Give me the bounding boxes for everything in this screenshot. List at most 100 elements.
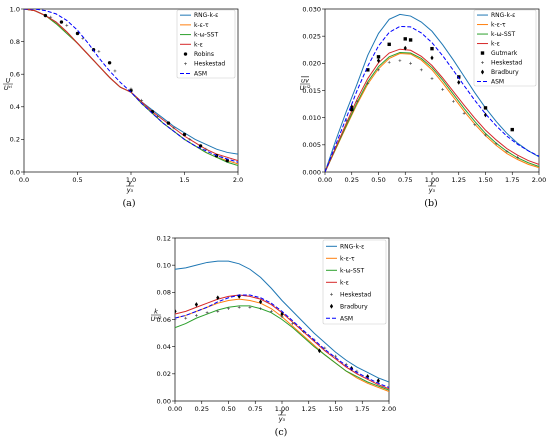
x-tick-label: 1.0 (126, 176, 136, 184)
y-tick-label: 0.8 (10, 38, 20, 46)
y-tick-label: 0.000 (302, 168, 321, 176)
legend-swatch (480, 69, 485, 75)
series-heskestad-point (419, 68, 423, 72)
series-gutmark-point (366, 68, 370, 72)
series-heskestad-point (129, 87, 133, 91)
y-tick-label: 0.015 (302, 87, 321, 95)
panel-label: (c) (275, 427, 288, 438)
series-gutmark-point (510, 127, 514, 132)
legend-entry-label: Heskestad (194, 61, 225, 68)
legend-entry-label: Bradbury (340, 303, 368, 310)
series-bradbury-point (216, 295, 220, 301)
series-asm-line (175, 294, 389, 388)
svg-text:Uᶜˡ: Uᶜˡ (4, 84, 13, 92)
y-tick-label: 0.010 (302, 114, 321, 122)
series-gutmark-point (350, 107, 354, 112)
series-heskestad-point (366, 82, 370, 85)
x-tick-label: 0.0 (19, 176, 29, 184)
legend-swatch (481, 61, 484, 64)
series-heskestad-point (473, 123, 477, 127)
series-bradbury-point (317, 348, 322, 354)
legend-entry-label: ASM (491, 79, 504, 86)
series-heskestad-point (516, 155, 519, 159)
svg-text:y₅: y₅ (278, 415, 286, 423)
legend-swatch (329, 303, 334, 309)
series-heskestad-point (195, 314, 198, 317)
series-rng-k-line (175, 260, 389, 383)
x-tick-label: 0.50 (371, 176, 385, 184)
y-tick-label: 0.4 (10, 103, 20, 111)
x-tick-label: 0.25 (345, 176, 359, 184)
series-heskestad-point (204, 147, 208, 151)
legend-swatch (480, 51, 485, 55)
panel-label: (b) (424, 198, 438, 209)
series-gutmark-point (376, 55, 381, 59)
x-axis-label: yy₅ (428, 179, 436, 194)
x-tick-label: 0.25 (195, 405, 209, 413)
series-bradbury-point (194, 302, 198, 307)
series-heskestad-point (97, 49, 101, 53)
series-heskestad-point (409, 61, 412, 65)
series-bradbury-point (350, 104, 354, 110)
legend-entry-label: k-ε (194, 41, 203, 48)
legend-entry-label: k-ε-τ (340, 255, 355, 262)
series-heskestad-point (494, 142, 498, 146)
y-tick-label: 1.0 (10, 5, 20, 13)
series-heskestad-point (355, 99, 359, 103)
series-heskestad-point (237, 305, 241, 309)
series-heskestad-point (172, 126, 176, 130)
series-k-sst-line (175, 305, 389, 391)
series-k-sst-line (325, 51, 539, 172)
series-bradbury-point (349, 366, 354, 371)
legend-swatch (330, 292, 333, 296)
legend-entry-label: RNG-k-ε (340, 243, 364, 250)
svg-text:uv: uv (301, 77, 309, 85)
legend-entry-label: k-ε-τ (194, 22, 209, 29)
x-tick-label: 2.0 (233, 176, 243, 184)
series-bradbury-point (175, 308, 177, 314)
series-bradbury-point (376, 58, 381, 64)
series-heskestad-point (484, 133, 487, 137)
x-tick-label: 0.75 (248, 405, 262, 413)
series-gutmark-point (403, 37, 407, 41)
legend-entry-label: Heskestad (491, 60, 522, 67)
series-bradbury-point (483, 112, 488, 118)
panel-b: 0.00 0.25 0.50 0.75 1.00 1.25 1.50 1.75 2.00 0.00… (300, 5, 547, 209)
x-tick-label: 1.75 (355, 405, 369, 413)
x-tick-label: 0.00 (318, 176, 332, 184)
x-tick-label: 1.25 (452, 176, 466, 184)
y-tick-label: 0.6 (10, 71, 20, 79)
series-robins-point (107, 61, 112, 65)
svg-text:y₅: y₅ (428, 186, 436, 194)
y-tick-label: 0.04 (157, 343, 171, 351)
series-heskestad-point (452, 99, 455, 103)
series-heskestad-point (216, 309, 220, 313)
series-heskestad-point (430, 77, 434, 80)
x-tick-label: 1.50 (478, 176, 492, 184)
y-tick-label: 0.02 (157, 370, 171, 378)
x-tick-label: 1.00 (425, 176, 439, 184)
y-tick-label: 0.2 (10, 136, 20, 144)
svg-text:y: y (429, 179, 434, 187)
y-tick-label: 0.10 (157, 261, 171, 269)
legend-entry-label: RNG-k-ε (491, 12, 515, 19)
series-heskestad-point (227, 307, 230, 311)
legend-entry-label: k-ω-SST (194, 32, 218, 39)
series-heskestad-point (387, 60, 391, 64)
y-tick-label: 0.12 (157, 234, 171, 242)
legend-entry-label: Gutmark (491, 50, 518, 57)
legend-swatch (184, 62, 187, 66)
series-bradbury-point (280, 311, 284, 317)
x-tick-label: 1.00 (275, 405, 289, 413)
series-k-line (325, 48, 539, 172)
series-heskestad-point (65, 23, 69, 27)
series-heskestad-point (205, 311, 209, 315)
series-robins-point (59, 20, 64, 24)
series-robins-point (75, 31, 80, 36)
series-heskestad-point (175, 318, 177, 321)
